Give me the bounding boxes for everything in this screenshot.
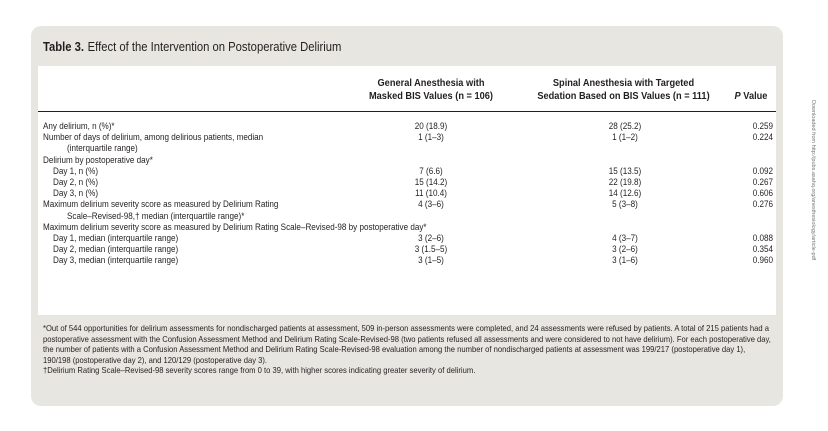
- table-number: Table 3.: [43, 40, 85, 54]
- p-value: 0.267: [752, 176, 773, 187]
- table-row: Any delirium, n (%)* 20 (18.9) 28 (25.2) 0.…: [38, 121, 776, 132]
- spinal-anesthesia-value: 15 (13.5): [608, 165, 642, 176]
- row-label: Day 2, n (%): [53, 176, 99, 187]
- table-row: Day 1, n (%) 7 (6.6) 15 (13.5) 0.092: [38, 166, 776, 177]
- general-anesthesia-value: 3 (1.5–5): [414, 244, 448, 255]
- row-label: Day 3, median (interquartile range): [53, 255, 179, 266]
- header-rule: [38, 111, 776, 112]
- p-value-word: Value: [740, 90, 768, 102]
- column-header-general-anesthesia: General Anesthesia with Masked BIS Value…: [361, 77, 502, 103]
- row-label: Scale–Revised-98,† median (interquartile…: [67, 210, 245, 221]
- table-body: Any delirium, n (%)* 20 (18.9) 28 (25.2) 0.…: [38, 121, 776, 266]
- table-row: Number of days of delirium, among deliri…: [38, 132, 776, 143]
- row-label: Day 3, n (%): [53, 188, 99, 199]
- p-value: 0.960: [752, 255, 773, 266]
- row-label: Any delirium, n (%)*: [43, 121, 115, 131]
- column-header-line: General Anesthesia with: [377, 77, 485, 89]
- table-row: Day 3, n (%) 11 (10.4) 14 (12.6) 0.606: [38, 188, 776, 199]
- column-header-p-value: ​ P Value: [729, 77, 773, 103]
- column-header-line: ​: [729, 77, 773, 90]
- p-italic: P: [734, 90, 741, 102]
- general-anesthesia-value: 20 (18.9): [414, 121, 448, 131]
- table-row: Scale–Revised-98,† median (interquartile…: [38, 211, 776, 222]
- general-anesthesia-value: 4 (3–6): [418, 199, 444, 210]
- table-row: Day 3, median (interquartile range) 3 (1–…: [38, 255, 776, 266]
- p-value: 0.088: [752, 232, 773, 243]
- side-download-text: Downloaded from http://pubs.asahq.org/an…: [808, 100, 818, 400]
- row-label: Number of days of delirium, among deliri…: [43, 132, 264, 143]
- general-anesthesia-value: 1 (1–3): [418, 132, 444, 143]
- spinal-anesthesia-value: 4 (3–7): [612, 232, 638, 243]
- spinal-anesthesia-value: 5 (3–8): [612, 199, 638, 210]
- row-label: (interquartile range): [67, 143, 138, 154]
- general-anesthesia-value: 3 (2–6): [418, 232, 444, 243]
- table-card: Table 3. Effect of the Intervention on Po…: [31, 26, 783, 406]
- table-row: Day 2, median (interquartile range) 3 (1.…: [38, 244, 776, 255]
- table-footnotes: *Out of 544 opportunities for delirium a…: [43, 323, 775, 376]
- table-title: Table 3. Effect of the Intervention on Po…: [43, 40, 341, 54]
- spinal-anesthesia-value: 28 (25.2): [608, 121, 642, 131]
- row-label: Day 1, n (%): [53, 165, 99, 176]
- p-value: 0.606: [752, 188, 773, 199]
- spinal-anesthesia-value: 3 (1–6): [612, 255, 638, 266]
- row-label: Day 1, median (interquartile range): [53, 232, 179, 243]
- table-row: Maximum delirium severity score as measu…: [38, 199, 776, 210]
- column-header-line: Sedation Based on BIS Values (n = 111): [537, 90, 710, 102]
- spinal-anesthesia-value: 1 (1–2): [612, 132, 638, 143]
- row-label: Maximum delirium severity score as measu…: [43, 221, 427, 232]
- table-row: Day 2, n (%) 15 (14.2) 22 (19.8) 0.267: [38, 177, 776, 188]
- row-label: Day 2, median (interquartile range): [53, 244, 179, 255]
- general-anesthesia-value: 15 (14.2): [414, 176, 448, 187]
- general-anesthesia-value: 7 (6.6): [419, 165, 443, 176]
- table-row: (interquartile range): [38, 143, 776, 154]
- column-header-line: Masked BIS Values (n = 106): [368, 90, 494, 102]
- column-header-line: Spinal Anesthesia with Targeted: [552, 77, 695, 89]
- p-value: 0.354: [752, 244, 773, 255]
- p-value: 0.092: [752, 165, 773, 176]
- table-row: Maximum delirium severity score as measu…: [38, 222, 776, 233]
- row-label: Delirium by postoperative day*: [43, 154, 153, 165]
- table-row: Day 1, median (interquartile range) 3 (2–…: [38, 233, 776, 244]
- footnote-asterisk: *Out of 544 opportunities for delirium a…: [43, 323, 771, 365]
- p-value: 0.224: [752, 132, 773, 143]
- column-header-line: P Value: [729, 90, 773, 103]
- side-download-label: Downloaded from http://pubs.asahq.org/an…: [810, 100, 816, 261]
- row-label: Maximum delirium severity score as measu…: [43, 199, 279, 210]
- spinal-anesthesia-value: 22 (19.8): [608, 176, 642, 187]
- footnote-dagger: †Delirium Rating Scale–Revised-98 severi…: [43, 365, 476, 376]
- column-header-spinal-anesthesia: Spinal Anesthesia with Targeted Sedation…: [529, 77, 718, 103]
- spinal-anesthesia-value: 3 (2–6): [612, 244, 638, 255]
- general-anesthesia-value: 3 (1–5): [418, 255, 444, 266]
- p-value: 0.259: [752, 121, 773, 131]
- table-title-text: Effect of the Intervention on Postoperat…: [87, 40, 342, 54]
- p-value: 0.276: [752, 199, 773, 210]
- table-row: Delirium by postoperative day*: [38, 155, 776, 166]
- spinal-anesthesia-value: 14 (12.6): [608, 188, 642, 199]
- general-anesthesia-value: 11 (10.4): [415, 188, 447, 199]
- table-panel: General Anesthesia with Masked BIS Value…: [38, 66, 776, 315]
